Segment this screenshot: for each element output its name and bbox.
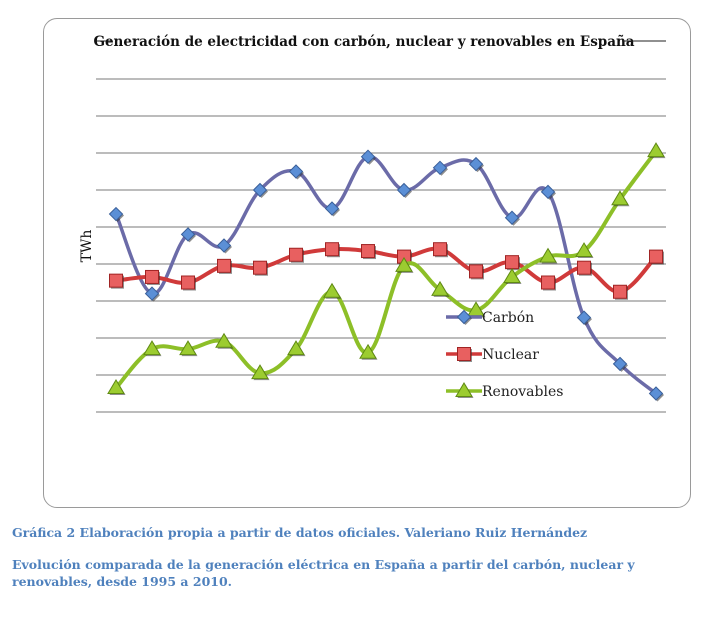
- figure-caption-source: Gráfica 2 Elaboración propia a partir de…: [12, 525, 588, 540]
- data-point: [540, 184, 556, 200]
- series-nuclear: [109, 242, 664, 300]
- data-point: [179, 340, 197, 356]
- line-chart: Generación de electricidad con carbón, n…: [79, 34, 666, 413]
- data-point: [469, 264, 483, 279]
- data-point: [289, 247, 303, 262]
- data-point: [215, 332, 233, 348]
- series-layer: [107, 142, 666, 402]
- data-point: [503, 267, 521, 283]
- series-carbon: [108, 149, 664, 402]
- series-line: [114, 149, 658, 390]
- data-point: [611, 190, 629, 206]
- series-line: [114, 154, 658, 396]
- series-line: [114, 246, 658, 294]
- data-point: [144, 286, 160, 301]
- legend-marker: [455, 382, 473, 397]
- data-point: [251, 364, 269, 380]
- data-point: [217, 258, 231, 273]
- data-point: [649, 249, 663, 264]
- data-point: [107, 378, 125, 394]
- legend-label: Carbón: [482, 310, 534, 326]
- legend: Carbón Nuclear Renovables: [446, 309, 563, 400]
- data-point: [181, 275, 195, 290]
- chart-title: Generación de electricidad con carbón, n…: [93, 34, 634, 50]
- series-renovables: [107, 142, 666, 395]
- data-point: [324, 201, 340, 216]
- data-point: [216, 238, 232, 253]
- data-point: [468, 156, 484, 172]
- data-point: [252, 182, 268, 198]
- data-point: [325, 242, 339, 257]
- data-point: [431, 280, 449, 296]
- y-axis-label: TWh: [79, 230, 95, 263]
- data-point: [576, 310, 592, 325]
- data-point: [143, 340, 161, 356]
- figure-caption-description: Evolución comparada de la generación elé…: [12, 557, 635, 589]
- legend-item: Nuclear: [446, 347, 539, 363]
- data-point: [323, 282, 341, 298]
- legend-label: Renovables: [482, 384, 563, 400]
- data-point: [612, 356, 628, 372]
- data-point: [359, 343, 377, 359]
- data-point: [577, 260, 591, 275]
- data-point: [253, 260, 267, 275]
- data-point: [613, 284, 627, 299]
- legend-label: Nuclear: [482, 347, 539, 363]
- data-point: [109, 273, 123, 288]
- data-point: [108, 206, 124, 222]
- data-point: [433, 242, 447, 257]
- data-point: [432, 160, 448, 176]
- data-point: [145, 269, 159, 284]
- chart-frame: Generación de electricidad con carbón, n…: [43, 18, 691, 508]
- legend-marker: [457, 347, 471, 361]
- legend-marker: [456, 309, 472, 325]
- data-point: [505, 255, 519, 270]
- data-point: [504, 210, 520, 225]
- data-point: [180, 227, 196, 242]
- data-point: [647, 142, 665, 158]
- data-point: [648, 386, 664, 401]
- data-point: [541, 275, 555, 290]
- gridlines: [96, 78, 666, 413]
- data-point: [288, 164, 304, 179]
- data-point: [395, 256, 413, 272]
- data-point: [396, 182, 412, 198]
- data-point: [575, 242, 593, 258]
- data-point: [287, 340, 305, 356]
- data-point: [361, 244, 375, 259]
- legend-item: Carbón: [446, 309, 534, 326]
- data-point: [539, 247, 557, 263]
- data-point: [360, 149, 376, 164]
- legend-item: Renovables: [446, 382, 563, 400]
